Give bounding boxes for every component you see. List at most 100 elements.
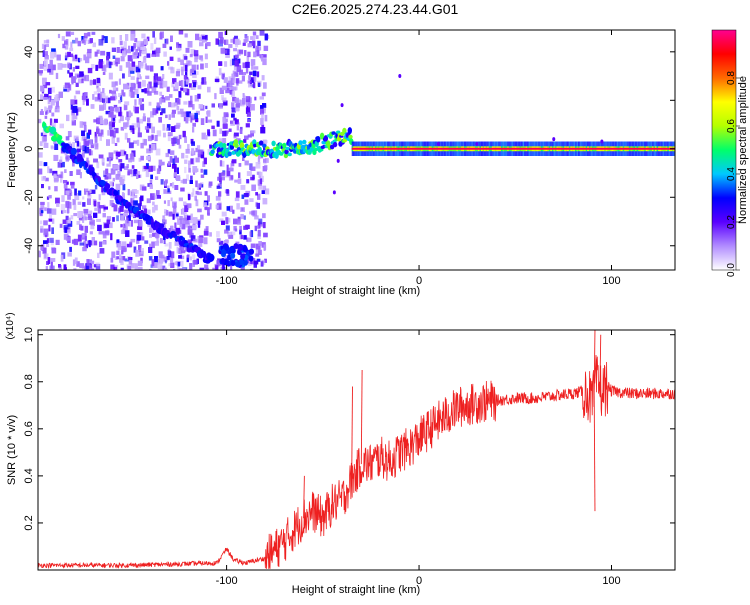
spectrogram-noise-cell [234,179,239,183]
spectrogram-noise-cell [46,196,50,200]
spectrogram-noise-cell [38,118,42,124]
spectrogram-noise-cell [138,232,142,237]
snr-spike [599,334,602,389]
spectrogram-noise-cell [192,122,196,127]
spectrogram-noise-cell [184,205,189,212]
spectrogram-noise-cell [252,31,257,36]
spectrogram-noise-cell [82,216,87,221]
spectrogram-noise-cell [156,105,161,111]
spectrogram-noise-cell [97,252,100,258]
spectrogram-noise-cell [174,82,179,89]
spectrogram-noise-cell [186,88,190,96]
spectrogram-noise-cell [193,217,198,224]
spectrogram-noise-cell [219,128,222,134]
spectrogram-noise-cell [89,231,93,235]
spectrogram-noise-cell [239,129,243,134]
spectrogram-noise-cell [248,75,251,80]
spectrogram-noise-cell [118,111,122,117]
spectrogram-noise-cell [82,150,85,158]
spectrogram-noise-cell [170,251,175,259]
spectrogram-noise-cell [197,236,200,243]
spectrogram-noise-cell [239,229,242,235]
spectrogram-noise-cell [258,218,263,225]
spectrogram-noise-cell [112,55,116,59]
spectrogram-noise-cell [43,65,48,71]
spectrogram-noise-cell [176,42,179,48]
spectrogram-noise-cell [225,87,230,94]
spectrogram-noise-cell [122,193,125,200]
spectrogram-noise-cell [65,31,71,37]
spectrogram-noise-cell [120,259,124,265]
spectrogram-noise-cell [51,122,56,130]
spectrogram-noise-cell [176,246,179,254]
spectrogram-noise-cell [259,96,264,100]
spectrogram-noise-cell [249,231,252,237]
spectrogram-noise-cell [136,94,139,98]
spectrogram-noise-cell [250,176,255,181]
snr-x-tick-label: 0 [416,575,422,587]
spectrogram-noise-cell [215,204,219,209]
spectrogram-noise-cell [70,181,75,186]
spectrogram-noise-cell [195,157,200,163]
spectrogram-noise-cell [161,108,166,114]
spectrogram-chirp-cell [220,257,226,264]
spectrogram-noise-cell [153,204,158,211]
spectrogram-noise-cell [263,140,268,144]
spectrogram-noise-cell [90,224,95,230]
spectrogram-noise-cell [264,114,268,122]
spectrogram-noise-cell [106,63,109,68]
spectrogram-noise-cell [40,94,44,101]
spectrogram-noise-cell [205,105,208,110]
spectrogram-noise-cell [193,50,199,57]
spectrogram-noise-cell [40,201,45,205]
spectrogram-noise-cell [336,158,340,163]
spectrogram-noise-cell [110,129,114,137]
spectrogram-noise-cell [97,207,101,214]
spectrogram-noise-cell [93,240,98,246]
spectrogram-noise-cell [90,104,95,109]
spectrogram-y-tick-label: 0 [23,146,35,152]
spectrogram-noise-cell [46,107,50,114]
spectrogram-noise-cell [255,253,260,257]
spectrogram-noise-cell [78,217,84,221]
snr-plot-area [38,330,675,570]
spectrogram-noise-cell [70,31,75,35]
spectrogram-noise-cell [248,97,252,104]
spectrogram-noise-cell [198,183,202,188]
spectrogram-noise-cell [44,59,48,66]
spectrogram-noise-cell [136,71,140,79]
spectrogram-noise-cell [222,138,227,144]
spectrogram-noise-cell [163,51,167,57]
spectrogram-noise-cell [167,200,170,207]
spectrogram-noise-cell [130,200,136,207]
spectrogram-noise-cell [146,65,150,71]
spectrogram-noise-cell [192,104,195,110]
spectrogram-noise-cell [178,197,183,202]
spectrogram-noise-cell [129,242,133,248]
spectrogram-noise-cell [228,128,232,132]
spectrogram-noise-cell [118,207,121,214]
spectrogram-noise-cell [250,230,254,238]
spectrogram-noise-cell [195,81,198,85]
spectrogram-noise-cell [180,66,186,72]
spectrogram-noise-cell [236,99,242,106]
spectrogram-noise-cell [48,224,51,232]
spectrogram-noise-cell [250,130,256,134]
spectrogram-noise-cell [77,78,82,84]
spectrogram-noise-cell [231,91,235,97]
spectrogram-x-tick-label: 100 [602,275,620,287]
spectrogram-noise-cell [236,102,240,108]
spectrogram-noise-cell [127,138,131,143]
spectrogram-noise-cell [98,39,104,46]
spectrogram-noise-cell [53,154,59,161]
spectrogram-noise-cell [230,86,234,91]
spectrogram-noise-cell [155,52,160,57]
spectrogram-noise-cell [49,168,53,174]
spectrogram-noise-cell [69,246,72,252]
spectrogram-noise-cell [257,221,261,229]
spectrogram-noise-cell [72,259,76,266]
spectrogram-noise-cell [156,195,161,199]
spectrogram-noise-cell [200,174,205,178]
spectrogram-noise-cell [150,165,156,171]
spectrogram-noise-cell [115,62,118,67]
